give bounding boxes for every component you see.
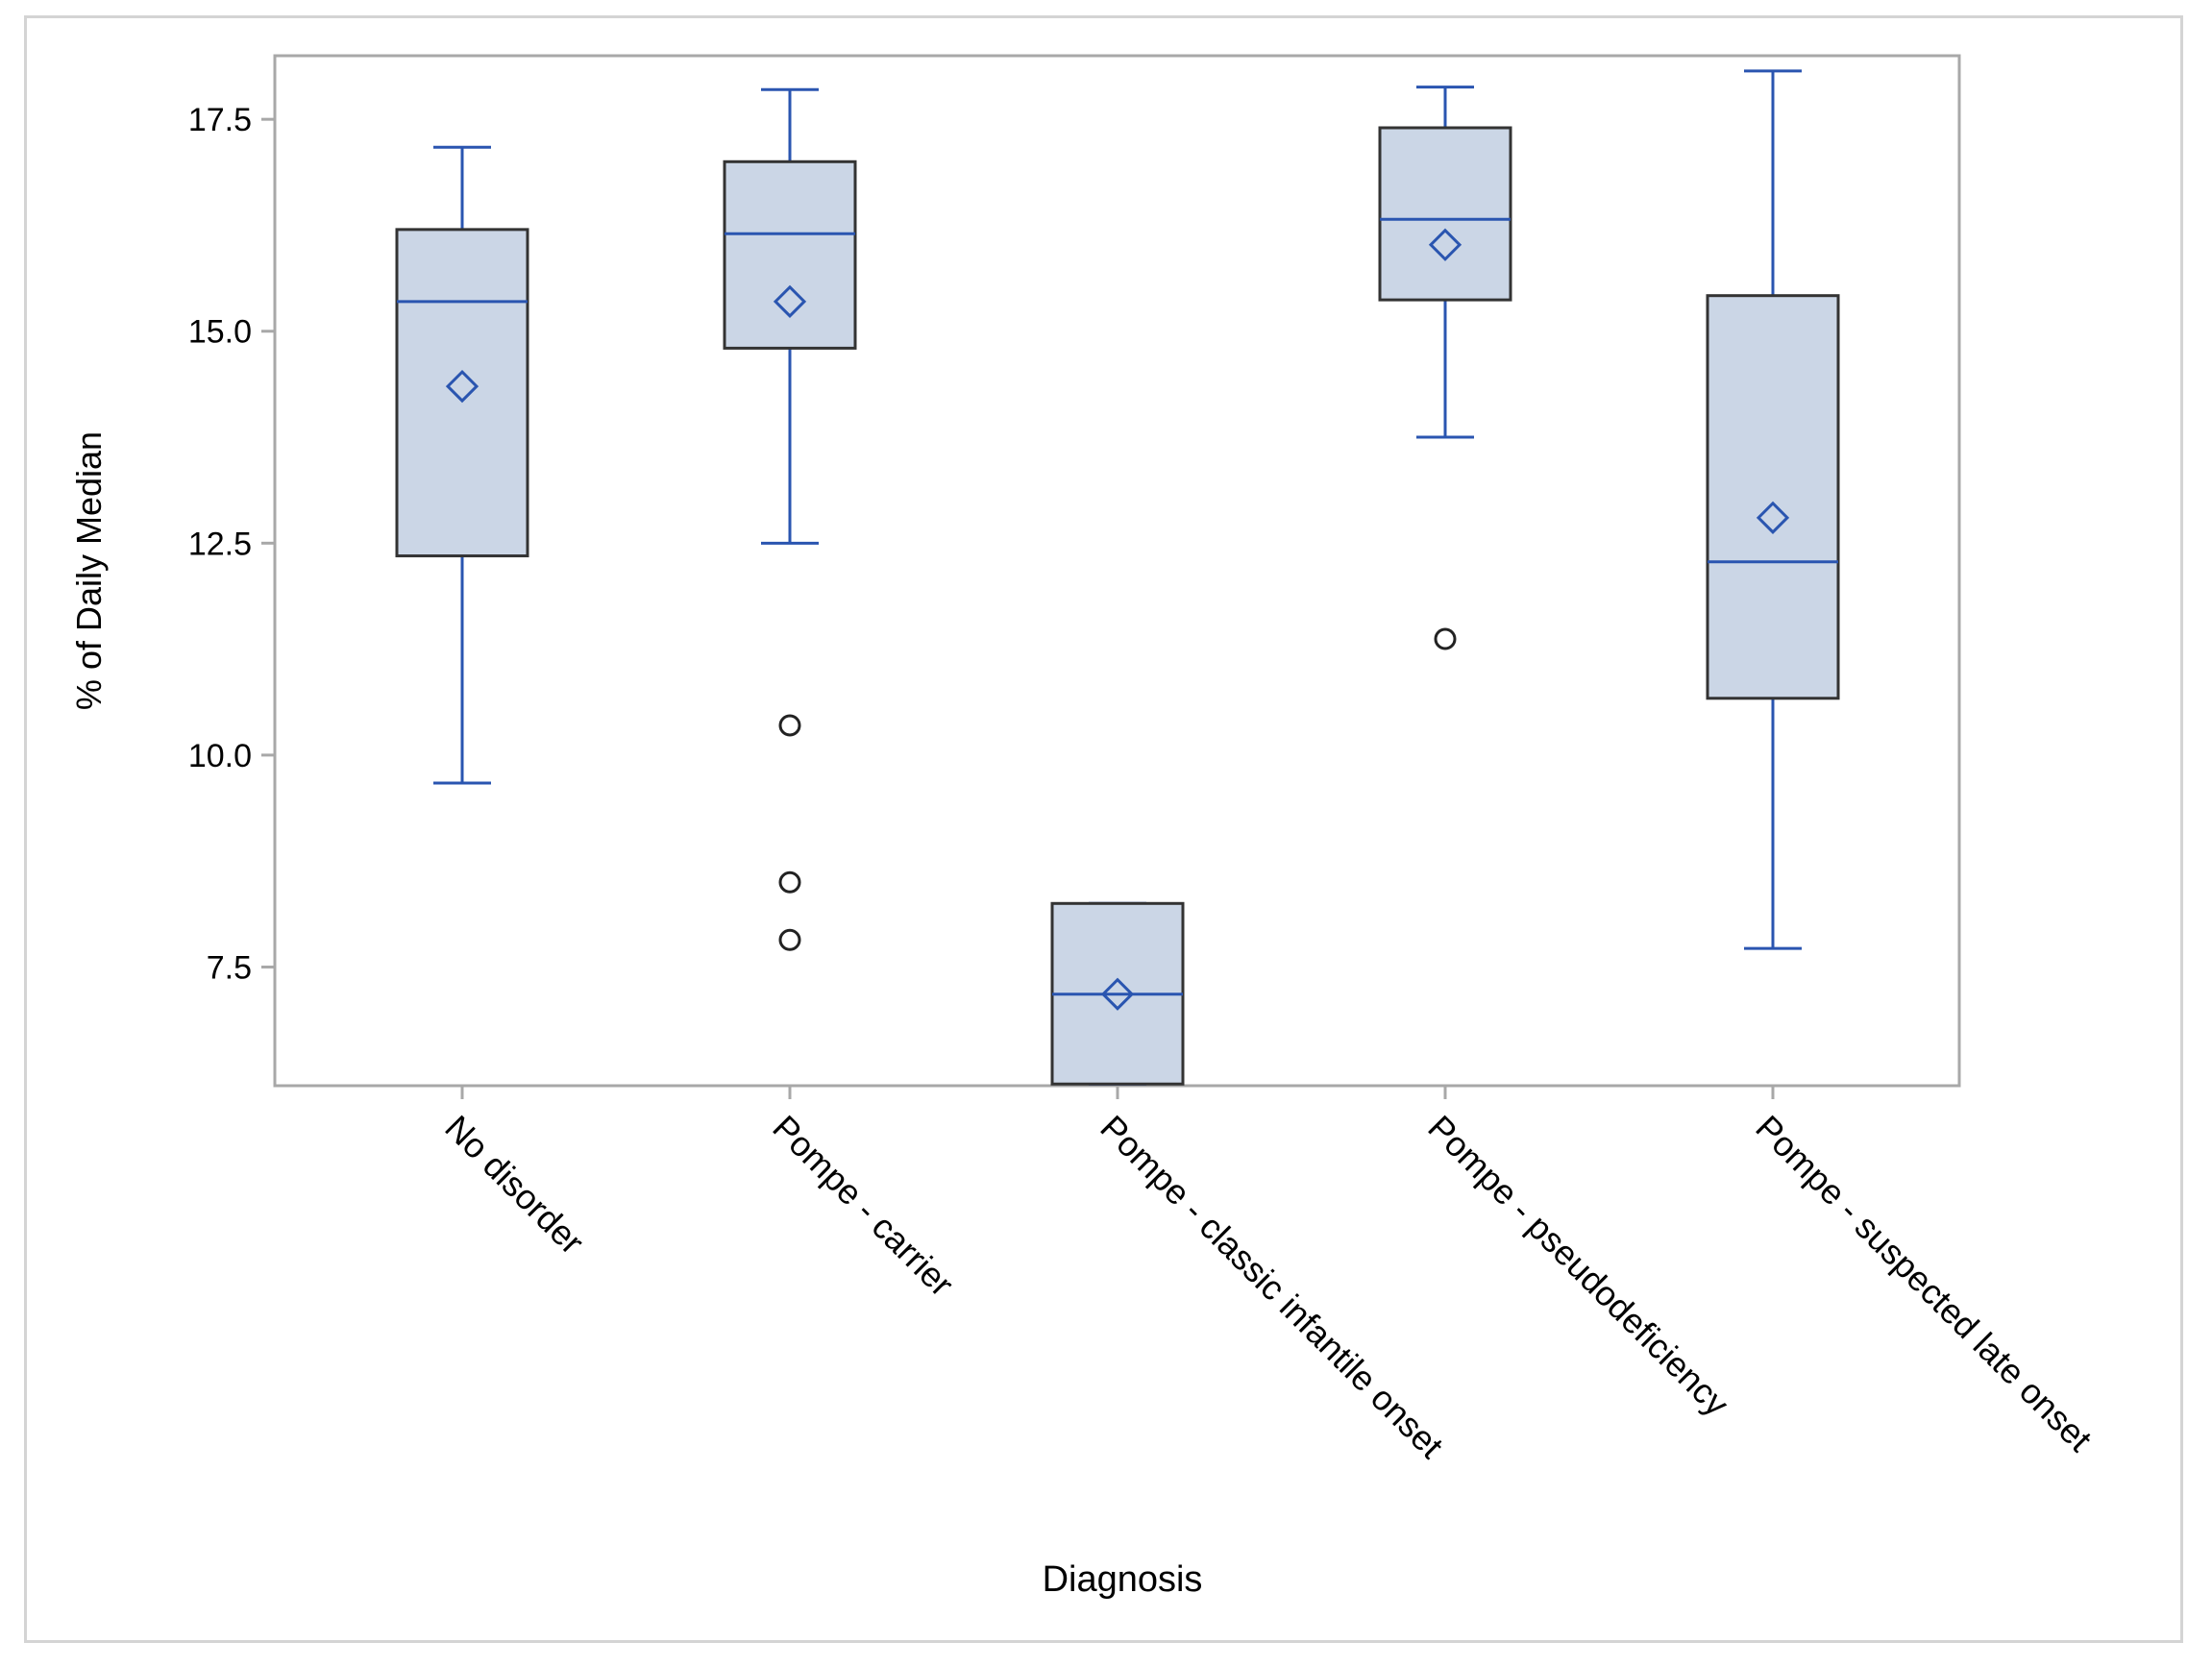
y-axis: 7.5 10.0 12.5 15.0 17.5	[188, 102, 275, 986]
outlier-point	[778, 714, 801, 737]
iqr-box	[395, 228, 529, 558]
mean-marker	[773, 284, 807, 318]
y-tick-label: 7.5	[207, 949, 252, 986]
box-plot: 7.5 10.0 12.5 15.0 17.5 No disorder Pompe - c…	[69, 54, 2100, 1600]
box-series-1	[395, 145, 529, 785]
outlier-point	[1434, 627, 1457, 650]
x-tick-label: Pompe - suspected late onset	[1748, 1108, 2100, 1459]
mean-marker	[1756, 501, 1790, 534]
x-tick-label: Pompe - carrier	[765, 1108, 961, 1304]
y-tick-label: 15.0	[188, 314, 252, 351]
iqr-box	[1378, 126, 1512, 302]
box-series-4	[1378, 86, 1512, 650]
y-axis-label: % of Daily Median	[69, 431, 109, 710]
iqr-box	[1706, 294, 1840, 700]
outlier-point	[778, 870, 801, 894]
outlier-point	[778, 928, 801, 951]
chart-frame: 7.5 10.0 12.5 15.0 17.5 No disorder Pompe - c…	[24, 15, 2183, 1643]
y-tick-label: 17.5	[188, 102, 252, 138]
x-tick-label: No disorder	[437, 1108, 592, 1263]
box-series-3	[1050, 901, 1185, 1086]
x-axis: No disorder Pompe - carrier Pompe - classi…	[437, 1086, 2100, 1465]
y-tick-label: 10.0	[188, 738, 252, 774]
x-tick-label: Pompe - classic infantile onset	[1093, 1108, 1451, 1466]
mean-marker	[1428, 228, 1462, 261]
mean-marker	[1100, 977, 1135, 1011]
iqr-box	[723, 159, 857, 350]
y-tick-label: 12.5	[188, 526, 252, 562]
x-tick-label: Pompe - pseudodeficiency	[1420, 1108, 1736, 1424]
boxes-group	[395, 69, 1840, 1086]
box-series-5	[1706, 69, 1840, 950]
x-axis-label: Diagnosis	[1043, 1559, 1203, 1600]
box-series-2	[723, 87, 857, 951]
mean-marker	[445, 369, 479, 404]
